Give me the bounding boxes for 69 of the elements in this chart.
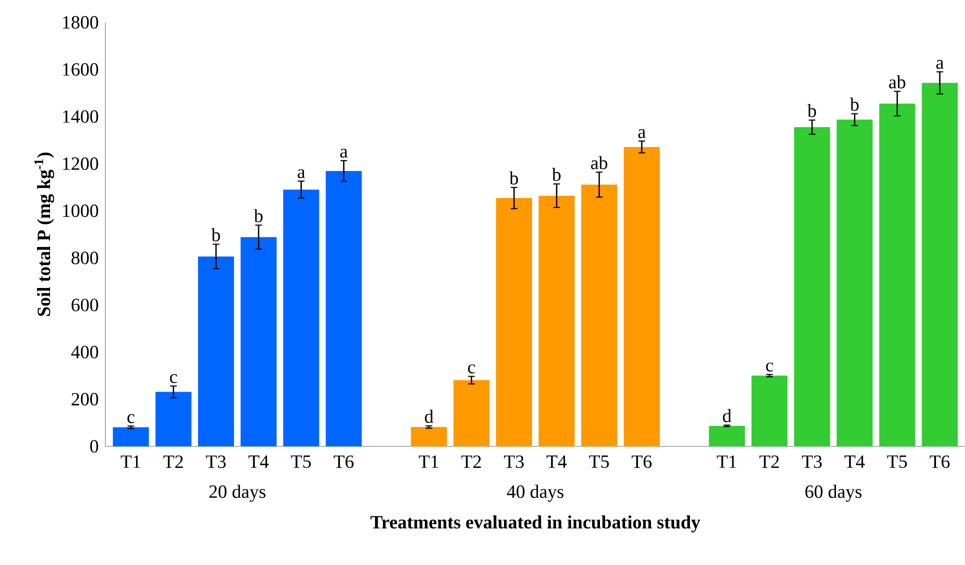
x-tick-label: T4 <box>546 455 567 468</box>
bar <box>794 127 830 446</box>
data-label: ab <box>591 156 608 170</box>
bar <box>326 170 362 446</box>
bar <box>708 426 745 446</box>
x-tick-label: T2 <box>163 455 183 468</box>
bar <box>751 376 788 446</box>
x-tick-label: T6 <box>632 455 652 468</box>
x-axis-title: Treatments evaluated in incubation study <box>370 515 700 532</box>
bar <box>283 190 320 446</box>
y-tick-label: 1200 <box>63 157 98 170</box>
data-label: ab <box>889 75 906 88</box>
y-tick-label: 800 <box>72 252 98 264</box>
text: 40 days <box>506 484 564 502</box>
y-tick-label: 600 <box>72 298 98 312</box>
x-tick-label: T2 <box>461 455 481 468</box>
y-tick-label: 1000 <box>63 204 98 218</box>
bar <box>922 82 958 446</box>
data-label: a <box>638 129 646 138</box>
data-label: c <box>127 414 134 424</box>
data-label: c <box>766 362 774 372</box>
x-tick-label: T4 <box>844 455 865 468</box>
data-label: b <box>552 168 561 181</box>
y-tick-label: 1600 <box>63 63 98 76</box>
data-label: b <box>807 104 816 118</box>
bar <box>624 146 660 446</box>
data-label: c <box>170 374 178 384</box>
data-label: d <box>424 410 434 423</box>
x-tick-label: T1 <box>716 455 736 468</box>
bar <box>496 198 532 446</box>
y-tick-label: 200 <box>72 392 98 406</box>
data-label: b <box>509 171 518 185</box>
data-label: a <box>298 169 306 178</box>
x-tick-label: T4 <box>248 455 269 468</box>
data-label: c <box>468 364 476 374</box>
data-label: d <box>722 409 732 422</box>
x-tick-label: T5 <box>589 455 609 468</box>
y-tick-label: 1400 <box>63 110 98 123</box>
y-tick-label: 1800 <box>63 16 98 29</box>
bar <box>410 427 447 446</box>
y-axis-title: Soil total P (mg kg$^{-1}$) <box>34 152 54 316</box>
data-label: b <box>211 228 220 242</box>
data-label: b <box>254 209 263 222</box>
text: 60 days <box>805 484 862 502</box>
x-tick-label: T6 <box>930 455 950 468</box>
bar <box>155 392 192 446</box>
bar <box>198 256 234 446</box>
bar <box>112 427 149 446</box>
data-label: a <box>340 148 348 158</box>
data-label: b <box>850 98 859 111</box>
bar <box>538 196 575 446</box>
x-tick-label: T1 <box>418 455 438 468</box>
x-tick-label: T6 <box>334 455 354 468</box>
x-tick-label: T5 <box>887 455 907 468</box>
bar <box>240 237 277 446</box>
x-tick-label: T5 <box>291 455 311 468</box>
data-label: a <box>936 60 944 69</box>
bar <box>581 184 618 446</box>
x-tick-label: T1 <box>120 455 140 468</box>
y-tick-label: 400 <box>71 346 98 358</box>
x-tick-label: T2 <box>759 455 779 468</box>
bar <box>879 104 916 446</box>
y-tick-label: 0 <box>90 440 98 453</box>
text: 20 days <box>209 484 266 502</box>
x-tick-label: T3 <box>504 455 524 468</box>
x-tick-label: T3 <box>802 455 822 468</box>
bar <box>453 380 490 446</box>
x-tick-label: T3 <box>206 455 226 468</box>
bar <box>836 120 873 446</box>
